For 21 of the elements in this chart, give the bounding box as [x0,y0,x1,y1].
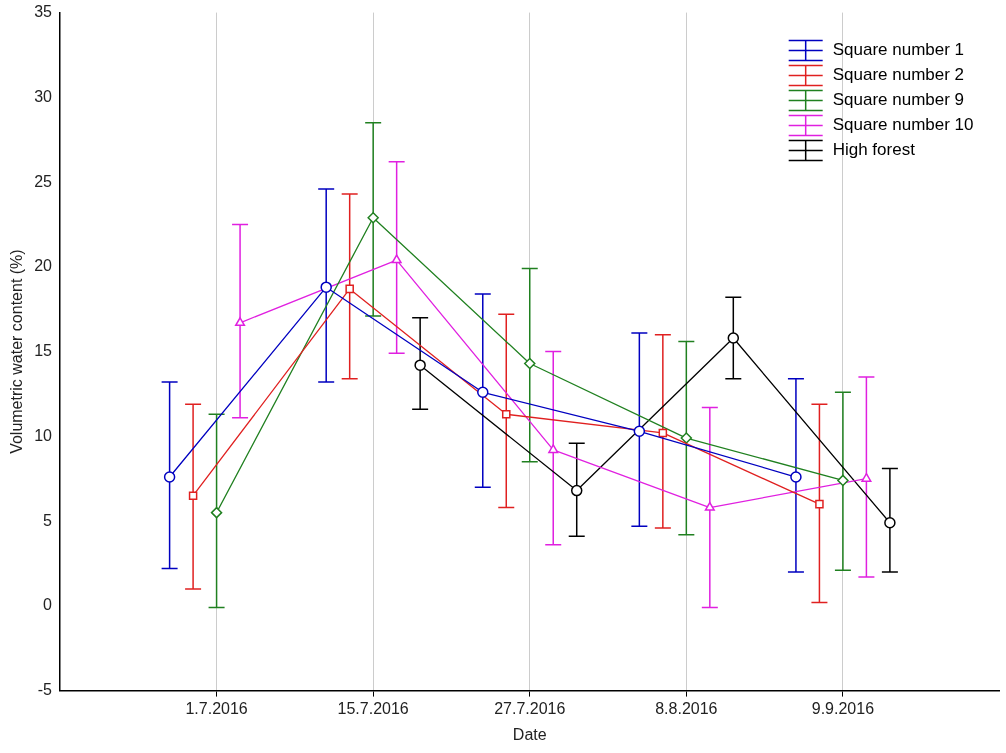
legend-label: Square number 9 [832,90,965,110]
x-axis-title: Date [512,725,547,743]
y-axis-title: Volumetric water content (%) [8,249,26,454]
x-tick-label: 8.8.2016 [655,699,718,717]
y-tick-label: 30 [34,87,53,105]
x-tick-label: 9.9.2016 [811,699,875,717]
y-tick-label: 0 [43,596,53,614]
y-tick-label: 15 [34,342,53,360]
y-tick-label: 35 [34,3,53,21]
y-tick-label: 5 [43,511,53,529]
y-tick-label: 20 [34,257,53,275]
legend-label: Square number 10 [832,115,974,135]
legend-label: Square number 2 [832,65,965,85]
y-tick-label: -5 [37,681,53,699]
legend-label: Square number 1 [832,40,965,60]
x-tick-label: 15.7.2016 [337,699,409,717]
x-tick-label: 1.7.2016 [185,699,248,717]
y-tick-label: 10 [34,426,53,444]
legend-label: High forest [832,140,916,160]
y-tick-label: 25 [34,172,53,190]
x-tick-label: 27.7.2016 [494,699,566,717]
